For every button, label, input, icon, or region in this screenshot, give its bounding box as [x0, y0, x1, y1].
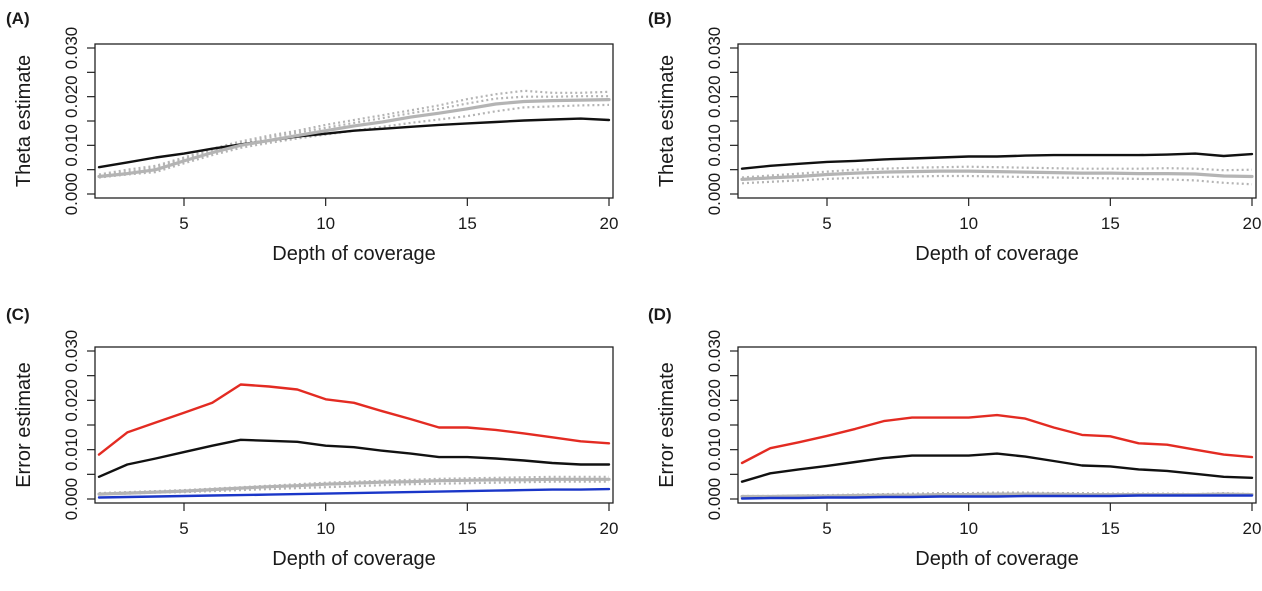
- chart4-series-black-solid-line: [740, 452, 1254, 483]
- chart1-x-tick-label: 20: [600, 214, 619, 233]
- chart3-x-axis-title: Depth of coverage: [272, 548, 435, 570]
- chart2-y-tick-label: 0.000: [705, 173, 724, 216]
- chart3-x-tick-label: 20: [600, 519, 619, 538]
- chart3-x-tick-label: 10: [316, 519, 335, 538]
- chart2-x-axis-title: Depth of coverage: [915, 243, 1078, 265]
- chart1-y-tick-label: 0.010: [62, 124, 81, 167]
- chart2-y-tick-label: 0.030: [705, 27, 724, 70]
- chart4-x-tick-label: 15: [1101, 519, 1120, 538]
- chart4-y-tick-label: 0.000: [705, 478, 724, 521]
- chart2-series-black-solid-line: [740, 152, 1254, 170]
- chart3-series-blue-solid-line: [97, 487, 611, 499]
- chart3-series-grey-solid-line: [97, 477, 611, 496]
- chart4-series-blue-solid-line: [740, 494, 1254, 500]
- chart4-panel-label: (D): [648, 305, 672, 324]
- chart3-x-tick-label: 5: [179, 519, 188, 538]
- chart3-x-tick-label: 15: [458, 519, 477, 538]
- chart3-y-axis-title: Error estimate: [13, 362, 35, 488]
- chart2-x-tick-label: 20: [1243, 214, 1262, 233]
- chart4-y-tick-label: 0.010: [705, 428, 724, 471]
- chart4-x-axis-title: Depth of coverage: [915, 548, 1078, 570]
- chart1-series-grey-solid-line: [97, 97, 611, 179]
- chart2-y-axis-title: Theta estimate: [656, 55, 678, 187]
- chart1-x-tick-label: 5: [179, 214, 188, 233]
- chart2-panel-label: (B): [648, 9, 672, 28]
- chart2-y-tick-label: 0.020: [705, 75, 724, 118]
- chart1-x-tick-label: 15: [458, 214, 477, 233]
- chart4-plot-frame: [737, 346, 1257, 504]
- chart1-series-grey_dotted-dotted-line: [98, 89, 610, 176]
- chart1-panel-label: (A): [6, 9, 30, 28]
- chart2-series-grey-solid-line: [740, 169, 1254, 181]
- chart3-series-red-solid-line: [97, 383, 611, 456]
- chart2-series-grey_dotted-dotted-line: [741, 165, 1253, 179]
- chart1-series-grey_dotted-dotted-line: [98, 95, 609, 177]
- chart4-x-tick-label: 5: [822, 519, 831, 538]
- chart2-x-tick-label: 5: [822, 214, 831, 233]
- chart1-y-tick-label: 0.030: [62, 27, 81, 70]
- chart4-y-tick-label: 0.030: [705, 330, 724, 373]
- chart1-series-black-solid-line: [97, 117, 611, 169]
- chart2-series-grey_dotted-dotted-line: [741, 174, 1253, 186]
- chart1-y-tick-label: 0.000: [62, 173, 81, 216]
- chart4-x-tick-label: 10: [959, 519, 978, 538]
- chart2-y-tick-label: 0.010: [705, 124, 724, 167]
- chart4-y-tick-label: 0.020: [705, 379, 724, 422]
- chart3-series-black-solid-line: [97, 438, 611, 478]
- chart1-y-axis-title: Theta estimate: [13, 55, 35, 187]
- chart3-y-tick-label: 0.000: [62, 478, 81, 521]
- chart1-y-tick-label: 0.020: [62, 75, 81, 118]
- chart1-x-axis-title: Depth of coverage: [272, 243, 435, 265]
- chart3-y-tick-label: 0.020: [62, 379, 81, 422]
- chart1-series-grey_dotted-dotted-line: [98, 103, 610, 179]
- chart4-y-axis-title: Error estimate: [656, 362, 678, 488]
- chart2-x-tick-label: 10: [959, 214, 978, 233]
- chart2-x-tick-label: 15: [1101, 214, 1120, 233]
- chart4-x-tick-label: 20: [1243, 519, 1262, 538]
- chart1-x-tick-label: 10: [316, 214, 335, 233]
- chart4-series-red-solid-line: [740, 413, 1254, 465]
- chart3-panel-label: (C): [6, 305, 30, 324]
- chart3-y-tick-label: 0.010: [62, 428, 81, 471]
- chart3-y-tick-label: 0.030: [62, 330, 81, 373]
